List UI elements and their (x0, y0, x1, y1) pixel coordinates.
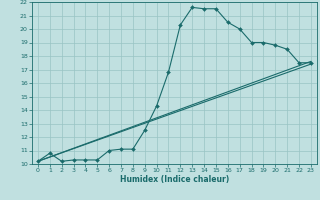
X-axis label: Humidex (Indice chaleur): Humidex (Indice chaleur) (120, 175, 229, 184)
